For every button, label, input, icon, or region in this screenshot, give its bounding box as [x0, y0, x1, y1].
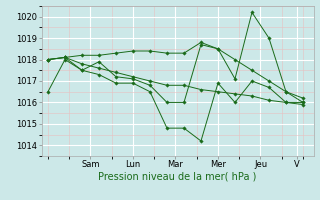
X-axis label: Pression niveau de la mer( hPa ): Pression niveau de la mer( hPa ): [99, 172, 257, 182]
